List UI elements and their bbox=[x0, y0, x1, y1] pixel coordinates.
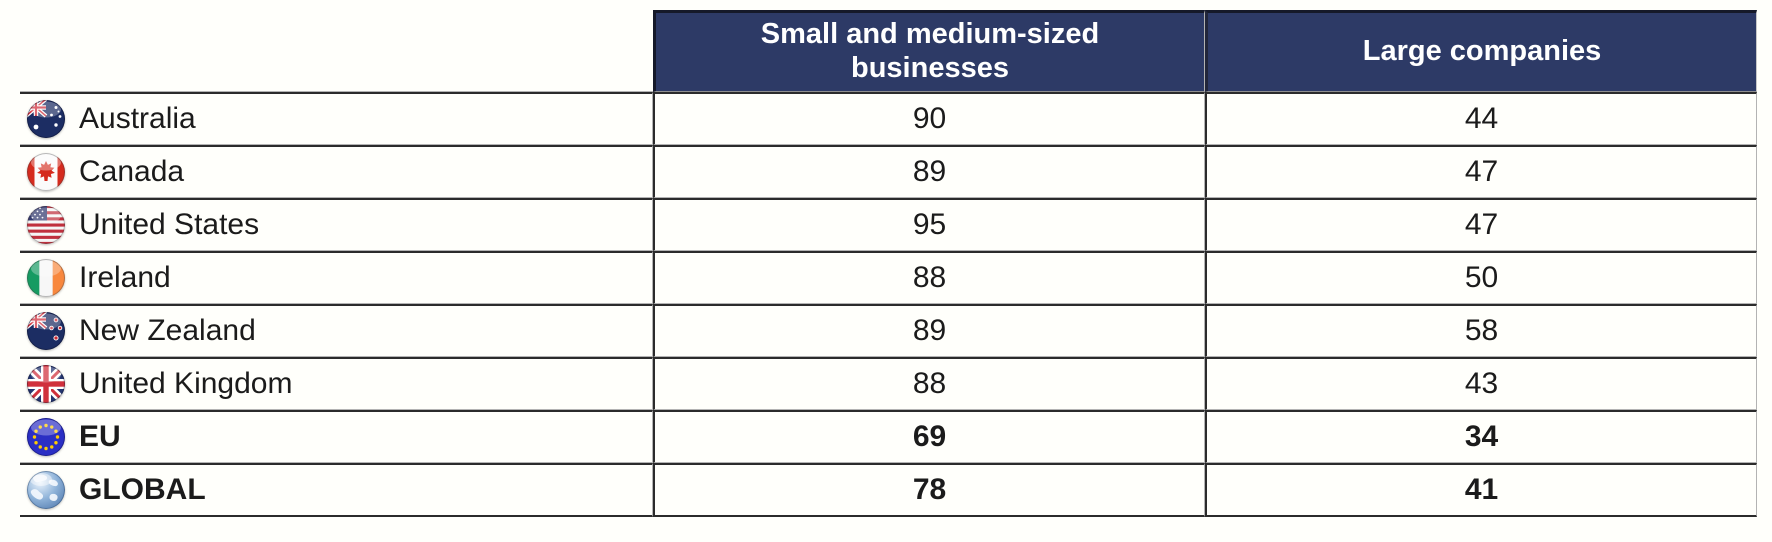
country-label: United Kingdom bbox=[79, 367, 293, 400]
country-label: GLOBAL bbox=[79, 473, 206, 506]
header-empty-cell bbox=[20, 10, 653, 92]
new-zealand-flag-icon bbox=[26, 311, 66, 351]
country-cell: New Zealand bbox=[20, 304, 653, 357]
australia-flag-icon bbox=[26, 99, 66, 139]
header-large-label: Large companies bbox=[1362, 35, 1602, 68]
country-label: EU bbox=[79, 420, 121, 453]
country-wrap: EU bbox=[20, 417, 652, 457]
country-cell: Ireland bbox=[20, 251, 653, 304]
table-row: Australia 90 44 bbox=[20, 92, 1757, 145]
large-value-cell: 58 bbox=[1205, 304, 1757, 357]
table-row: GLOBAL 78 41 bbox=[20, 463, 1757, 517]
header-smb-label: Small and medium-sized businesses bbox=[760, 18, 1100, 84]
large-value-cell: 34 bbox=[1205, 410, 1757, 463]
ireland-flag-icon bbox=[26, 258, 66, 298]
table-row: Ireland 88 50 bbox=[20, 251, 1757, 304]
country-wrap: Ireland bbox=[20, 258, 652, 298]
large-value-cell: 44 bbox=[1205, 92, 1757, 145]
country-wrap: Canada bbox=[20, 152, 652, 192]
country-wrap: Australia bbox=[20, 99, 652, 139]
globe-icon bbox=[26, 470, 66, 510]
country-wrap: United States bbox=[20, 205, 652, 245]
country-cell: Canada bbox=[20, 145, 653, 198]
smb-value-cell: 88 bbox=[653, 357, 1205, 410]
smb-value-cell: 90 bbox=[653, 92, 1205, 145]
large-value-cell: 41 bbox=[1205, 463, 1757, 517]
country-label: Australia bbox=[79, 102, 196, 135]
table-row: EU 69 34 bbox=[20, 410, 1757, 463]
country-wrap: New Zealand bbox=[20, 311, 652, 351]
country-wrap: GLOBAL bbox=[20, 470, 652, 510]
country-cell: Australia bbox=[20, 92, 653, 145]
header-smb-column: Small and medium-sized businesses bbox=[653, 10, 1205, 92]
table-row: Canada 89 47 bbox=[20, 145, 1757, 198]
country-cell: United Kingdom bbox=[20, 357, 653, 410]
country-label: United States bbox=[79, 208, 260, 241]
large-value-cell: 43 bbox=[1205, 357, 1757, 410]
large-value-cell: 47 bbox=[1205, 198, 1757, 251]
country-wrap: United Kingdom bbox=[20, 364, 652, 404]
eu-flag-icon bbox=[26, 417, 66, 457]
smb-value-cell: 89 bbox=[653, 145, 1205, 198]
large-value-cell: 47 bbox=[1205, 145, 1757, 198]
table-row: United States 95 47 bbox=[20, 198, 1757, 251]
united-kingdom-flag-icon bbox=[26, 364, 66, 404]
table-row: United Kingdom 88 43 bbox=[20, 357, 1757, 410]
country-comparison-table: Small and medium-sized businesses Large … bbox=[20, 10, 1757, 517]
country-label: Ireland bbox=[79, 261, 171, 294]
table-row: New Zealand 89 58 bbox=[20, 304, 1757, 357]
country-cell: GLOBAL bbox=[20, 463, 653, 517]
header-row: Small and medium-sized businesses Large … bbox=[20, 10, 1757, 92]
country-label: New Zealand bbox=[79, 314, 256, 347]
smb-value-cell: 95 bbox=[653, 198, 1205, 251]
country-label: Canada bbox=[79, 155, 185, 188]
smb-value-cell: 89 bbox=[653, 304, 1205, 357]
smb-value-cell: 69 bbox=[653, 410, 1205, 463]
smb-value-cell: 78 bbox=[653, 463, 1205, 517]
country-cell: EU bbox=[20, 410, 653, 463]
smb-value-cell: 88 bbox=[653, 251, 1205, 304]
united-states-flag-icon bbox=[26, 205, 66, 245]
country-cell: United States bbox=[20, 198, 653, 251]
large-value-cell: 50 bbox=[1205, 251, 1757, 304]
canada-flag-icon bbox=[26, 152, 66, 192]
header-large-column: Large companies bbox=[1205, 10, 1757, 92]
